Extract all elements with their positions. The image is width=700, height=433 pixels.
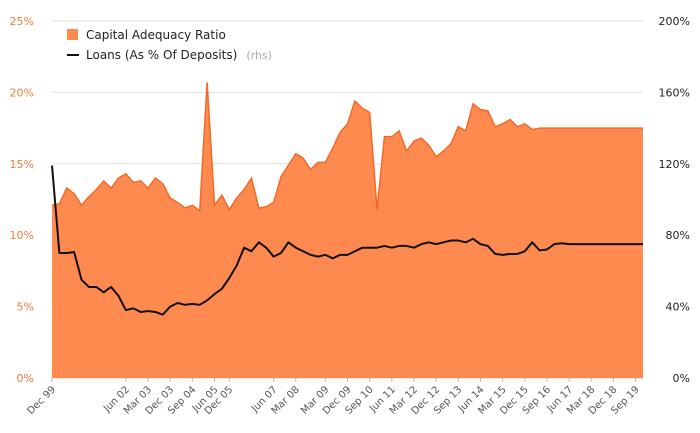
right-tick-label: 120% bbox=[659, 158, 690, 171]
left-tick-label: 10% bbox=[10, 229, 34, 242]
right-tick-label: 0% bbox=[673, 372, 690, 385]
legend-label-area: Capital Adequacy Ratio bbox=[86, 28, 226, 42]
line-layer bbox=[51, 165, 643, 316]
legend-label-line-text: Loans (As % Of Deposits) bbox=[86, 48, 237, 62]
legend-label-line-suffix: (rhs) bbox=[246, 49, 272, 62]
series-capital-adequacy-outline bbox=[51, 82, 643, 213]
legend: Capital Adequacy Ratio Loans (As % Of De… bbox=[67, 28, 272, 63]
left-axis: 0% 5% 10% 15% 20% 25% bbox=[10, 15, 34, 385]
x-tick-label: Dec 99 bbox=[25, 384, 58, 417]
left-tick-label: 0% bbox=[17, 372, 34, 385]
right-tick-label: 40% bbox=[666, 301, 690, 314]
left-tick-label: 25% bbox=[10, 15, 34, 28]
right-tick-label: 160% bbox=[659, 86, 690, 99]
right-axis: 0% 40% 80% 120% 160% 200% bbox=[659, 15, 690, 385]
left-tick-label: 15% bbox=[10, 158, 34, 171]
left-tick-label: 5% bbox=[17, 301, 34, 314]
series-loans-line bbox=[51, 165, 643, 316]
right-tick-label: 80% bbox=[666, 229, 690, 242]
series-capital-adequacy-area bbox=[52, 82, 643, 379]
area-layer bbox=[51, 82, 643, 379]
left-tick-label: 20% bbox=[10, 86, 34, 99]
right-tick-label: 200% bbox=[659, 15, 690, 28]
legend-swatch-area bbox=[67, 29, 78, 40]
legend-label-line: Loans (As % Of Deposits) (rhs) bbox=[86, 44, 272, 63]
